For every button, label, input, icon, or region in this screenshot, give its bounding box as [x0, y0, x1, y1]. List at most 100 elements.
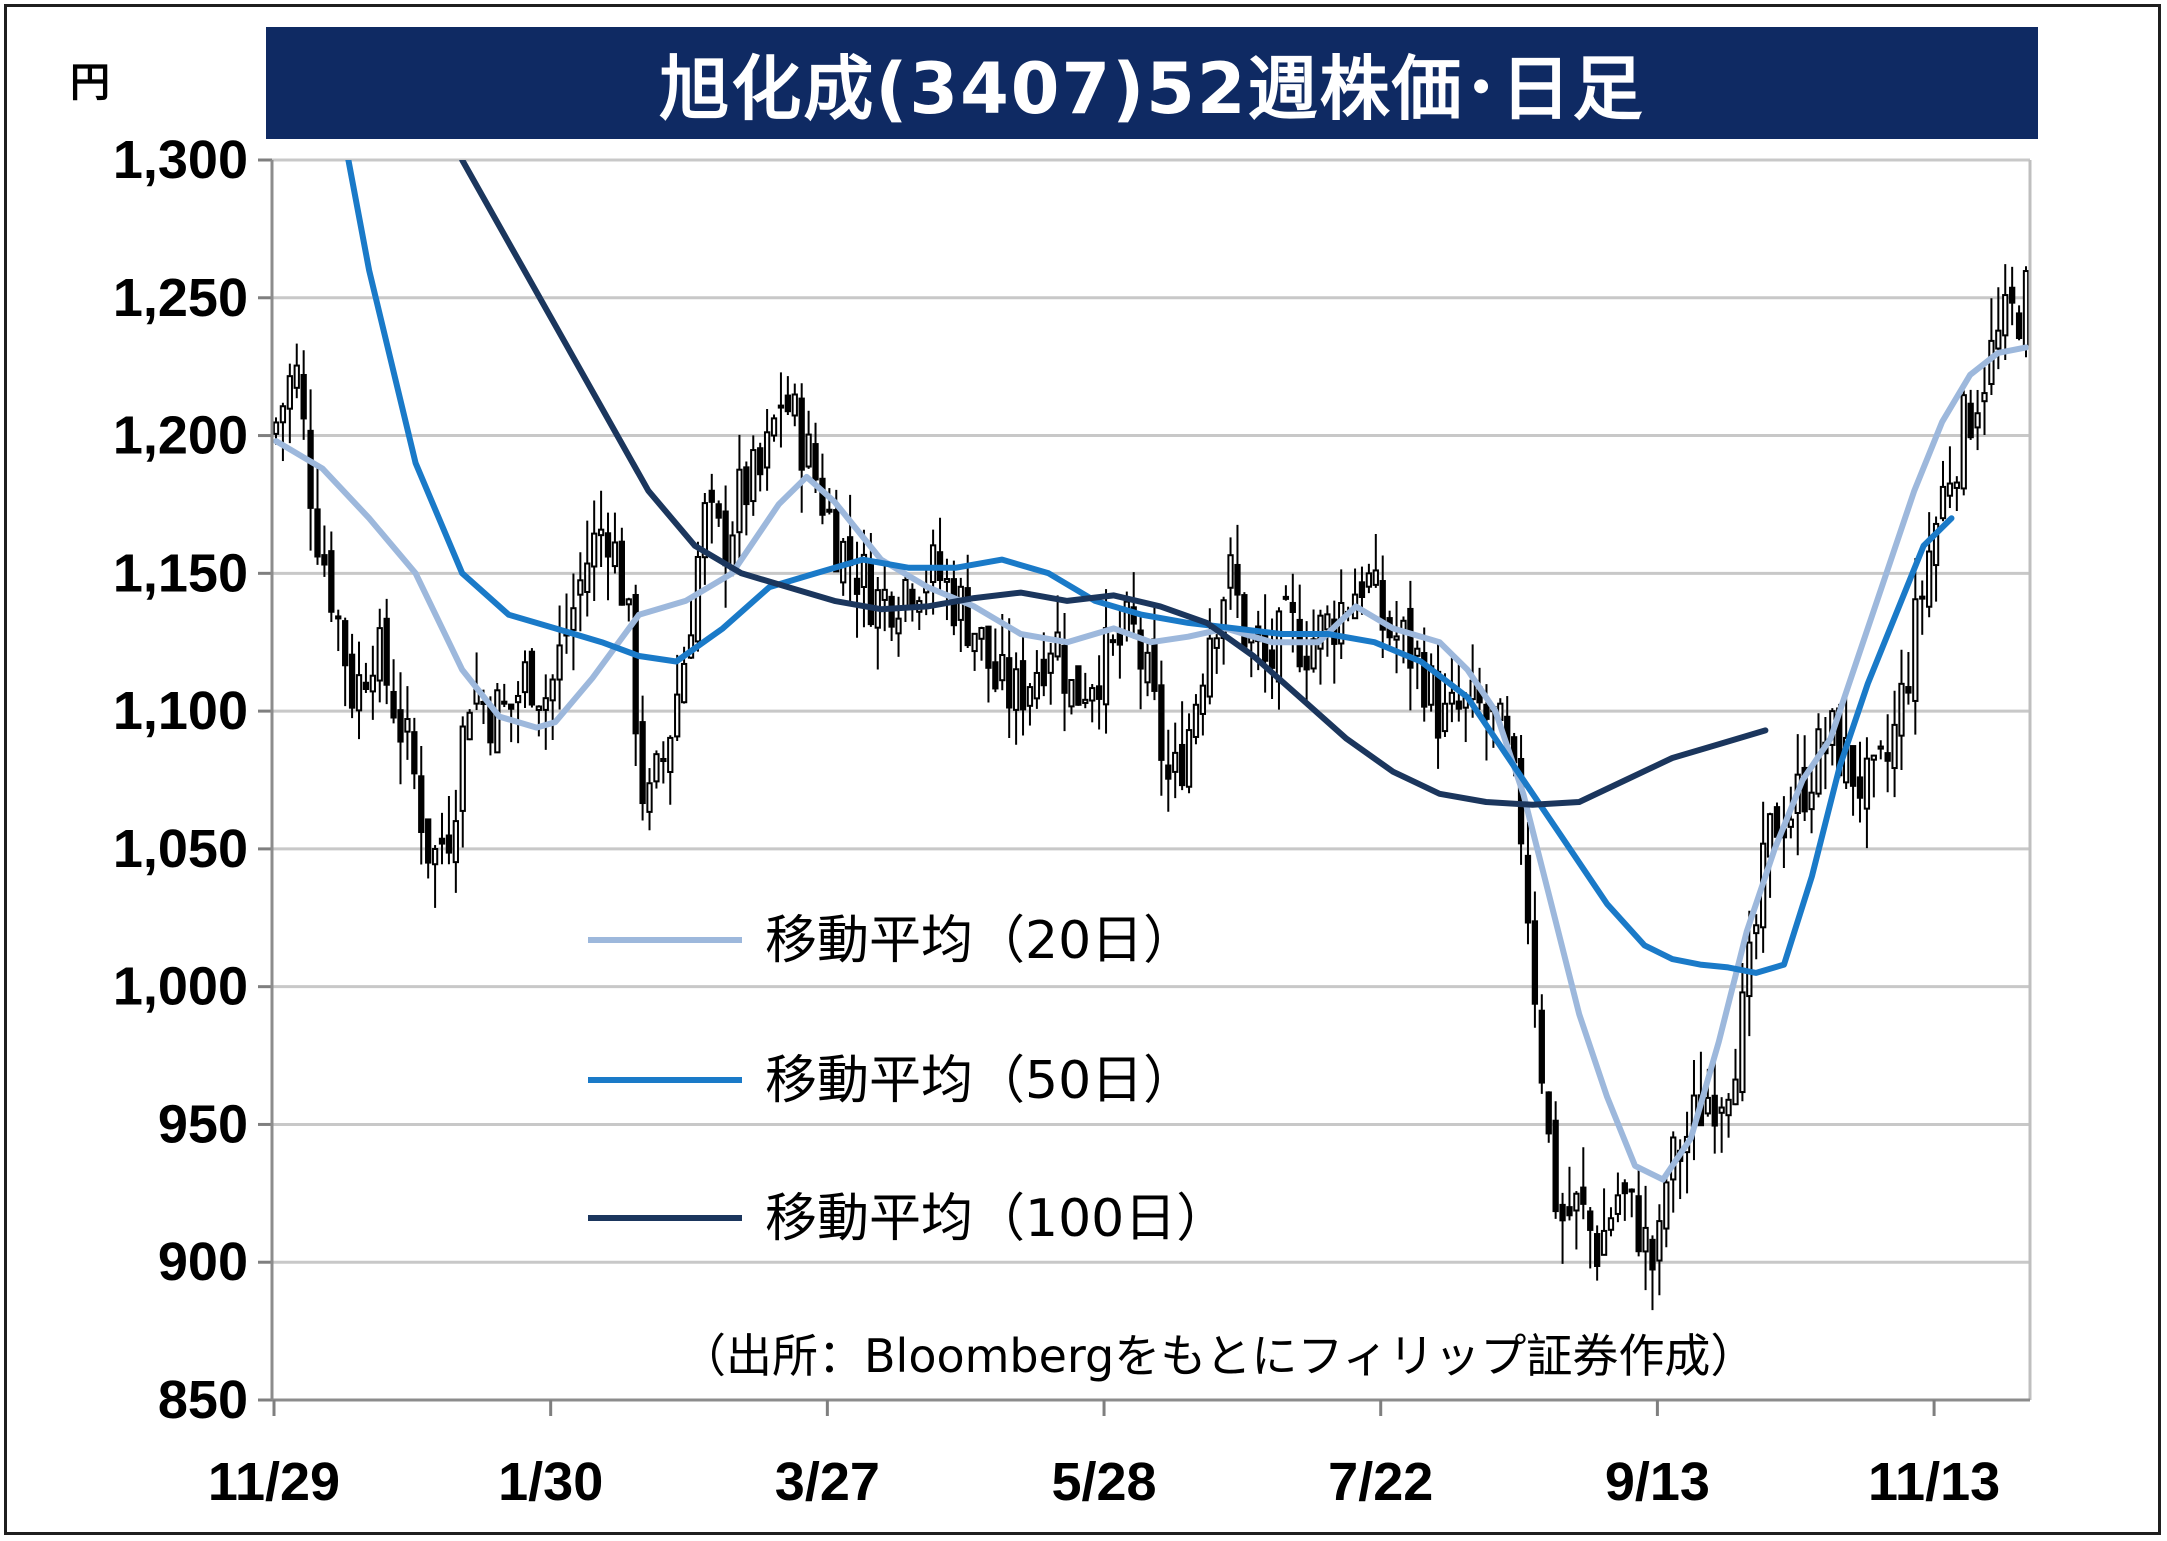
candle-body	[1365, 572, 1373, 588]
candle-body	[528, 650, 536, 706]
legend-label: 移動平均（100日）	[765, 1189, 1228, 1249]
candle-body	[425, 818, 432, 864]
candle-body	[757, 447, 764, 476]
candle-body	[307, 429, 314, 509]
candle-body	[369, 674, 376, 693]
candle-body	[833, 509, 840, 573]
candle-body	[1863, 757, 1871, 810]
candlesticks	[272, 264, 2030, 1311]
candle-body	[1946, 482, 1954, 497]
candle-body	[1095, 685, 1103, 700]
candle-body	[1718, 1106, 1725, 1114]
legend-label: 移動平均（50日）	[765, 1051, 1195, 1111]
candle-body	[971, 632, 978, 653]
candle-body	[1234, 563, 1241, 596]
candle-body	[784, 394, 792, 413]
candle-body	[1884, 752, 1891, 762]
candle-body	[1642, 1226, 1649, 1253]
candle-body	[1303, 655, 1310, 671]
candle-body	[812, 443, 819, 481]
candle-body	[680, 662, 688, 704]
candle-body	[604, 532, 612, 558]
candle-body	[770, 417, 778, 437]
candle-body	[1739, 991, 1746, 1094]
candle-body	[1199, 684, 1207, 715]
candle-body	[1960, 394, 1967, 490]
y-tick-label: 1,000	[113, 957, 248, 1017]
candle-body	[1172, 751, 1179, 773]
candle-body	[390, 690, 397, 719]
candle-body	[293, 364, 300, 389]
x-tick-label: 5/28	[1051, 1452, 1156, 1512]
candle-body	[328, 550, 335, 613]
candle-body	[992, 661, 999, 690]
candle-body	[383, 617, 390, 686]
candle-body	[542, 697, 549, 711]
candle-body	[1711, 1094, 1718, 1127]
candle-body	[1192, 703, 1200, 738]
candle-body	[1185, 729, 1193, 788]
candle-body	[1483, 703, 1490, 720]
candle-body	[1289, 601, 1296, 613]
candle-body	[777, 404, 785, 409]
candle-body	[1939, 485, 1947, 520]
candle-body	[985, 625, 992, 669]
candle-body	[514, 694, 522, 704]
candle-body	[466, 711, 473, 741]
candle-body	[494, 689, 501, 754]
moving-average-lines	[273, 160, 2029, 1183]
candle-body	[1732, 1078, 1739, 1106]
candle-body	[342, 620, 349, 667]
y-tick-label: 1,150	[113, 543, 248, 603]
candle-body	[1123, 600, 1130, 635]
x-tick-label: 9/13	[1605, 1452, 1710, 1512]
y-tick-label: 950	[158, 1094, 248, 1154]
candle-body	[1414, 647, 1421, 657]
candle-body	[1849, 745, 1857, 787]
candle-body	[625, 598, 632, 606]
candle-body	[763, 431, 771, 469]
x-tick-label: 3/27	[775, 1452, 880, 1512]
candle-body	[1725, 1098, 1732, 1117]
x-tick-label: 1/30	[498, 1452, 603, 1512]
x-tick-label: 7/22	[1328, 1452, 1433, 1512]
y-tick-label: 900	[158, 1232, 248, 1292]
y-tick-label: 1,200	[113, 406, 248, 466]
candle-body	[1538, 1009, 1545, 1084]
candle-body	[653, 753, 660, 783]
candle-body	[376, 627, 383, 682]
candle-body	[577, 579, 584, 596]
candle-body	[1628, 1188, 1635, 1193]
candle-body	[1102, 627, 1110, 706]
candle-body	[1856, 776, 1864, 799]
candle-body	[2009, 286, 2016, 304]
candle-body	[438, 837, 446, 845]
candle-body	[508, 703, 515, 710]
chart-title-bar: 旭化成(3407)52週株価･日足	[266, 27, 2038, 139]
candle-body	[1905, 686, 1912, 694]
candle-body	[1974, 412, 1981, 429]
candle-body	[570, 607, 577, 631]
candle-body	[674, 693, 681, 738]
y-axis-unit: 円	[70, 60, 110, 106]
chart-frame	[4, 4, 2161, 1535]
candle-body	[611, 541, 619, 568]
candle-body	[1082, 698, 1089, 704]
candle-body	[978, 627, 985, 640]
legend-label: 移動平均（20日）	[765, 911, 1195, 971]
candle-body	[895, 617, 902, 635]
candle-body	[1808, 791, 1815, 811]
candle-body	[1158, 684, 1165, 761]
candle-body	[722, 510, 729, 567]
candle-body	[667, 736, 674, 773]
x-tick-label: 11/13	[1868, 1452, 2000, 1512]
candle-body	[1040, 658, 1047, 687]
candle-body	[1877, 745, 1884, 750]
candle-body	[999, 654, 1006, 682]
candle-body	[888, 595, 895, 628]
y-tick-label: 1,250	[113, 268, 248, 328]
candle-body	[1545, 1091, 1552, 1135]
candle-body	[397, 709, 404, 743]
candle-body	[1116, 632, 1124, 646]
candle-body	[535, 705, 542, 711]
